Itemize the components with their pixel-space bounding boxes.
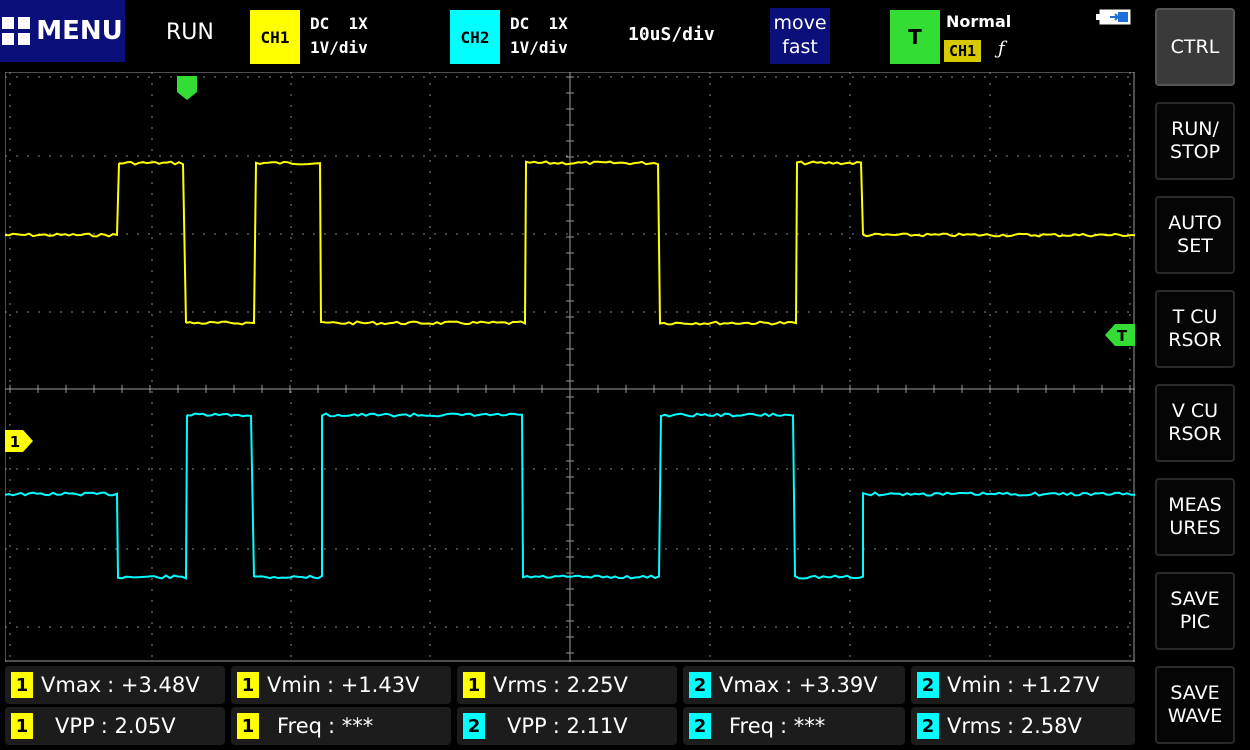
measurement-value: : ***: [327, 714, 374, 738]
trigger-mode[interactable]: Normal: [946, 12, 1012, 31]
trigger-level-marker[interactable]: T: [1105, 324, 1135, 346]
waveform-canvas: T 1: [5, 72, 1135, 662]
channel-index: 2: [463, 713, 485, 739]
ch1-settings[interactable]: DC 1X 1V/div: [310, 12, 368, 60]
ch1-waveform: [5, 160, 1135, 326]
timebase[interactable]: 10uS/div: [628, 24, 715, 45]
measurement-item[interactable]: 2 Freq : ***: [683, 707, 905, 745]
measurement-label: Freq: [277, 714, 322, 738]
measurement-label: Vrms: [493, 673, 548, 697]
channel-index: 2: [917, 672, 939, 698]
save-pic-button[interactable]: SAVE PIC: [1155, 572, 1235, 650]
measurement-label: Vmax: [41, 673, 102, 697]
ch2-badge[interactable]: CH2: [450, 10, 500, 64]
run-status[interactable]: RUN: [166, 20, 214, 45]
measurement-label: Vrms: [947, 714, 1002, 738]
measurement-value: : +1.43V: [326, 673, 420, 697]
menu-label: MENU: [36, 16, 123, 46]
move-label: move: [773, 12, 827, 34]
channel-index: 1: [11, 672, 33, 698]
v-cursor-button[interactable]: V CU RSOR: [1155, 384, 1235, 462]
measurement-item[interactable]: 2 Vmax : +3.39V: [683, 666, 905, 704]
measurement-label: VPP: [55, 714, 95, 738]
measurement-item[interactable]: 1 Vmax : +3.48V: [5, 666, 225, 704]
channel-index: 1: [11, 713, 33, 739]
measurement-label: VPP: [507, 714, 547, 738]
channel-index: 2: [917, 713, 939, 739]
measurement-value: : 2.11V: [552, 714, 628, 738]
measurement-label: Vmin: [947, 673, 1001, 697]
channel-index: 1: [463, 672, 485, 698]
ch2-waveform: [5, 412, 1135, 580]
menu-button[interactable]: MENU: [0, 0, 125, 62]
measurement-item[interactable]: 2 Vmin : +1.27V: [911, 666, 1135, 704]
measurement-label: Freq: [729, 714, 774, 738]
battery-icon: [1096, 9, 1131, 25]
ch2-scale: 1V/div: [510, 38, 568, 57]
measurement-value: : +3.39V: [785, 673, 878, 697]
measurement-value: : +1.27V: [1006, 673, 1100, 697]
measurement-label: Vmax: [719, 673, 780, 697]
channel-index: 1: [237, 713, 259, 739]
grid-menu-icon: [2, 17, 31, 45]
measurement-item[interactable]: 1 Vmin : +1.43V: [231, 666, 451, 704]
run-stop-button[interactable]: RUN/ STOP: [1155, 102, 1235, 180]
ch1-scale: 1V/div: [310, 38, 368, 57]
ch1-coupling: DC 1X: [310, 14, 368, 33]
trigger-edge-icon: ƒ: [998, 38, 1005, 59]
measurement-value: : +3.48V: [107, 673, 200, 697]
measurement-item[interactable]: 2 VPP : 2.11V: [457, 707, 677, 745]
measurement-label: Vmin: [267, 673, 321, 697]
waveform-display[interactable]: T 1: [5, 72, 1135, 662]
ch1-offset-label: 1: [10, 433, 20, 451]
t-cursor-button[interactable]: T CU RSOR: [1155, 290, 1235, 368]
auto-set-button[interactable]: AUTO SET: [1155, 196, 1235, 274]
measurement-item[interactable]: 1 Vrms : 2.25V: [457, 666, 677, 704]
trigger-position-marker[interactable]: [177, 76, 197, 100]
measurement-item[interactable]: 2 Vrms : 2.58V: [911, 707, 1135, 745]
channel-index: 1: [237, 672, 259, 698]
measurement-item[interactable]: 1 VPP : 2.05V: [5, 707, 225, 745]
trigger-level-label: T: [1117, 327, 1128, 345]
grid: [5, 72, 1135, 662]
measurement-value: : 2.05V: [100, 714, 176, 738]
top-status-bar: MENU RUN CH1 DC 1X 1V/div CH2 DC 1X 1V/d…: [0, 0, 1140, 70]
measurement-item[interactable]: 1 Freq : ***: [231, 707, 451, 745]
measurement-value: : ***: [779, 714, 826, 738]
save-wave-button[interactable]: SAVE WAVE: [1155, 666, 1235, 744]
move-speed-label: fast: [782, 36, 818, 58]
move-speed-button[interactable]: move fast: [770, 8, 830, 64]
ctrl-button[interactable]: CTRL: [1155, 8, 1235, 86]
ch2-settings[interactable]: DC 1X 1V/div: [510, 12, 568, 60]
measurement-value: : 2.58V: [1007, 714, 1082, 738]
trigger-badge[interactable]: T: [890, 10, 940, 64]
measurement-value: : 2.25V: [553, 673, 628, 697]
ch1-badge[interactable]: CH1: [250, 10, 300, 64]
measures-button[interactable]: MEAS URES: [1155, 478, 1235, 556]
function-panel: CTRL RUN/ STOP AUTO SET T CU RSOR V CU R…: [1150, 0, 1250, 750]
trigger-source[interactable]: CH1: [944, 40, 982, 62]
ch1-offset-marker[interactable]: 1: [5, 430, 33, 452]
channel-index: 2: [689, 672, 711, 698]
ch2-coupling: DC 1X: [510, 14, 568, 33]
channel-index: 2: [689, 713, 711, 739]
